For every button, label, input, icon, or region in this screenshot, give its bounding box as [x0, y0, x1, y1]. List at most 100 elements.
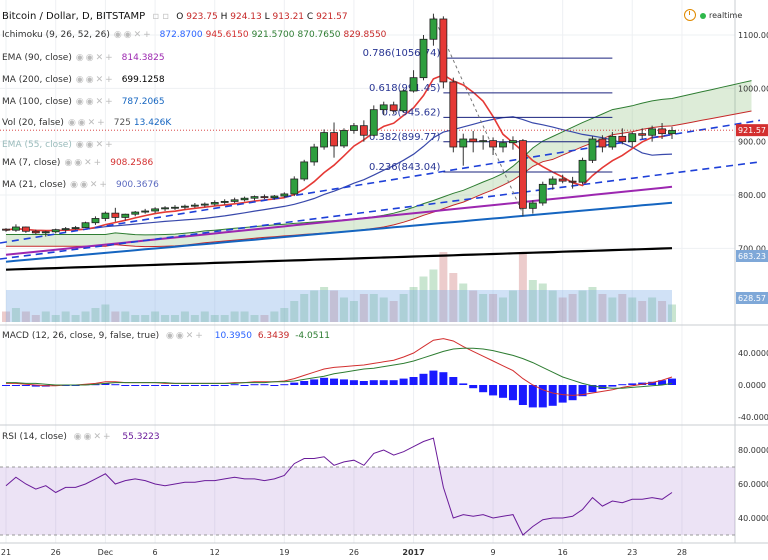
candle [658, 123, 666, 139]
legend-buttons[interactable]: ◉◉✕+ [70, 180, 109, 190]
candle [240, 196, 249, 202]
volume-bar [210, 315, 219, 322]
rsi-band [0, 467, 735, 535]
candle [141, 208, 150, 214]
volume-bar [101, 304, 110, 322]
indicator-value: 900.3676 [115, 180, 159, 190]
macd-histogram-bar [310, 379, 319, 385]
time-tick-label: 28 [677, 548, 687, 557]
candle [171, 205, 179, 210]
volume-bar [588, 287, 597, 322]
ma-21-line [5, 116, 673, 232]
candle [71, 225, 80, 230]
macd-histogram-bar [330, 378, 339, 385]
time-axis: 21 26 Dec 6 12 19 26 2017 9 16 23 28 [1, 548, 687, 557]
candle-up-body [608, 135, 617, 148]
candle [151, 207, 160, 214]
volume-bar [668, 304, 676, 322]
indicator-legend-row[interactable]: Vol (20, false) ◉◉✕+ 725 13.426K [2, 118, 171, 129]
legend-buttons[interactable]: ◉◉✕+ [113, 30, 153, 40]
volume-bar [71, 315, 80, 322]
volume-bar [41, 311, 50, 322]
legend-buttons[interactable]: ◉◉✕+ [73, 432, 113, 442]
volume-bar [131, 315, 140, 322]
candle-up-body [190, 204, 199, 207]
candle [300, 159, 309, 182]
macd-histogram-bar [558, 385, 567, 403]
time-tick-label: 9 [491, 548, 496, 557]
indicator-legend-row[interactable]: MA (100, close) ◉◉✕+ 787.2065 [2, 97, 165, 108]
candle-down-body [518, 140, 527, 209]
indicator-legend-row[interactable]: EMA (90, close) ◉◉✕+ 814.3825 [2, 53, 165, 64]
legend-buttons[interactable]: ◉◉✕+ [75, 53, 115, 63]
indicator-value: 872.8700 [159, 30, 203, 40]
indicator-value: 908.2586 [110, 158, 154, 168]
indicator-value: 870.7650 [297, 30, 341, 40]
volume-bar [528, 280, 537, 322]
header-controls[interactable]: ▫ ▫ [152, 11, 170, 22]
rsi-legend[interactable]: RSI (14, close) ◉◉✕+ 55.3223 [2, 432, 160, 443]
indicator-legend-row[interactable]: Ichimoku (9, 26, 52, 26) ◉◉✕+ 872.8700 945.… [2, 30, 386, 41]
rsi-tick-label: 40.0000 [738, 514, 768, 523]
candle [260, 194, 269, 200]
macd-histogram-bar [459, 383, 468, 385]
candle-up-body [151, 208, 160, 212]
candle-up-body [588, 138, 597, 161]
indicator-value: 725 [113, 118, 131, 128]
indicator-legend-row[interactable]: MA (7, close) ◉◉✕+ 908.2586 [2, 158, 153, 169]
volume-bar [51, 315, 60, 322]
candle-up-body [578, 159, 587, 183]
candle-up-body [171, 206, 179, 209]
legend-buttons[interactable]: ◉◉✕+ [75, 97, 115, 107]
indicator-value: 814.3825 [121, 53, 165, 63]
macd-histogram-bar [508, 385, 517, 401]
candle-down-body [2, 228, 10, 231]
legend-buttons[interactable]: ◉◉✕+ [75, 75, 115, 85]
indicator-legend-row[interactable]: MA (200, close) ◉◉✕+ 699.1258 [2, 75, 165, 86]
indicator-legend-row[interactable]: MA (21, close) ◉◉✕+ 900.3676 [2, 180, 159, 191]
volume-bar [489, 294, 498, 322]
candle-down-body [598, 138, 607, 148]
indicator-value: 699.1258 [121, 75, 165, 85]
volume-bar [518, 252, 527, 322]
candle-down-body [568, 180, 577, 183]
candle [509, 136, 517, 150]
legend-buttons[interactable]: ◉◉✕+ [166, 331, 205, 341]
candle [210, 200, 219, 206]
volume-bar [180, 311, 189, 322]
indicator-name: MA (100, close) [2, 97, 72, 107]
volume-bar [548, 290, 557, 322]
macd-histogram-bar [240, 385, 249, 386]
macd-histogram-bar [210, 385, 219, 386]
price-tick-label: 700.00 [738, 244, 766, 253]
candle-down-body [638, 133, 647, 136]
macd-histogram-bar [170, 385, 179, 386]
candle-up-body [509, 140, 517, 144]
price-axis: 1100.00 1000.00 900.00 800.00 700.00 921.57 68… [736, 31, 768, 304]
legend-buttons[interactable]: ◉◉✕+ [75, 140, 115, 150]
ema-90-line [5, 185, 673, 256]
macd-histogram-bar [518, 385, 527, 405]
live-dot-icon [700, 12, 706, 19]
volume-bar [419, 276, 428, 322]
indicator-legend-row[interactable]: EMA (55, close) ◉◉✕+ [2, 140, 122, 151]
candle [359, 120, 368, 142]
candle-up-body [548, 178, 557, 185]
volume-bar [469, 290, 478, 322]
time-tick-label: 21 [1, 548, 11, 557]
macd-legend[interactable]: MACD (12, 26, close, 9, false, true) ◉◉✕… [2, 331, 330, 342]
indicator-name: Ichimoku (9, 26, 52, 26) [2, 30, 110, 40]
macd-histogram-bar [121, 385, 130, 386]
candle [638, 128, 647, 139]
volume-bar [568, 294, 577, 322]
macd-histogram-bar [161, 385, 170, 386]
fib-level-label: 0.5(945.62) [382, 107, 441, 118]
legend-buttons[interactable]: ◉◉✕+ [67, 118, 107, 128]
candle-up-body [200, 203, 209, 206]
candle-up-body [121, 213, 130, 218]
legend-buttons[interactable]: ◉◉✕+ [64, 158, 104, 168]
candle [190, 203, 199, 208]
indicator-name: Vol (20, false) [2, 118, 64, 128]
clock-icon[interactable] [684, 9, 696, 21]
